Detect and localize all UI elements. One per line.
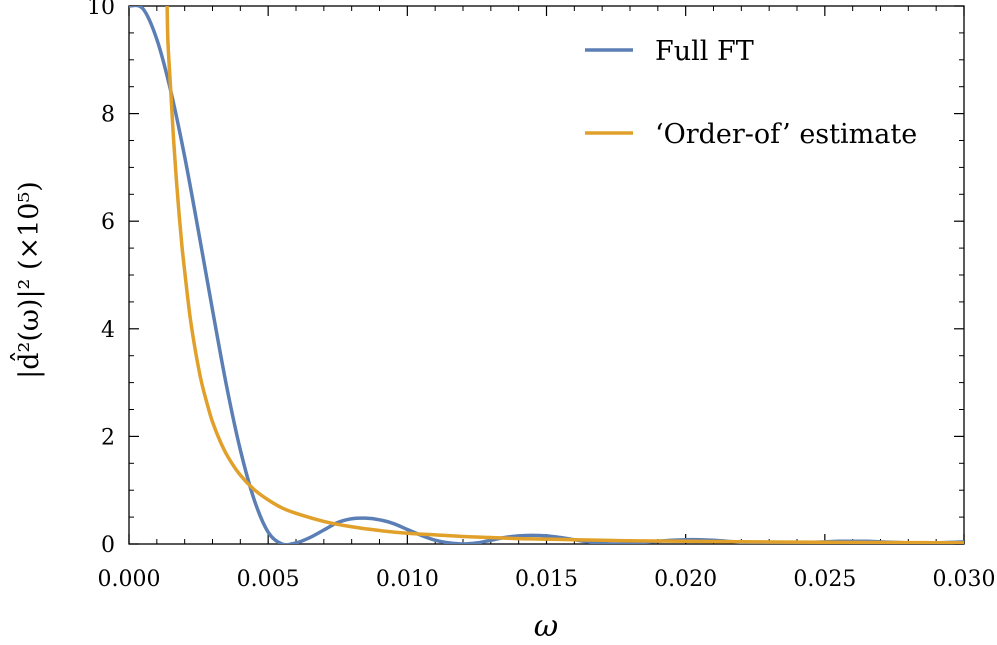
- x-tick-label: 0.030: [933, 567, 996, 592]
- tick-labels: 0.000 0.005 0.010 0.015 0.020 0.025 0.030 0 2 4 6 8…: [87, 0, 995, 592]
- x-tick-label: 0.005: [237, 567, 300, 592]
- series-layer: [129, 6, 964, 544]
- x-tick-label: 0.010: [376, 567, 439, 592]
- x-tick-label: 0.000: [98, 567, 161, 592]
- x-axis-label: ω: [534, 609, 558, 644]
- legend-label-order-of-estimate: ‘Order-of’ estimate: [655, 119, 917, 150]
- y-axis-label: |d̂²(ω)|² (×10⁵): [10, 181, 45, 379]
- x-tick-label: 0.020: [654, 567, 717, 592]
- legend: Full FT ‘Order-of’ estimate: [585, 36, 917, 150]
- y-tick-label: 8: [101, 103, 115, 128]
- legend-label-full-ft: Full FT: [655, 36, 754, 67]
- y-tick-label: 2: [101, 425, 115, 450]
- y-tick-label: 6: [101, 210, 115, 235]
- y-tick-label: 0: [101, 533, 115, 558]
- series-line-order-of-estimate: [165, 6, 964, 544]
- series-line-full-ft: [129, 6, 964, 544]
- tick-marks: [128, 5, 965, 545]
- x-tick-label: 0.025: [793, 567, 856, 592]
- y-tick-label: 10: [87, 0, 115, 20]
- plot-frame: [128, 5, 965, 545]
- x-tick-label: 0.015: [515, 567, 578, 592]
- y-tick-label: 4: [101, 318, 115, 343]
